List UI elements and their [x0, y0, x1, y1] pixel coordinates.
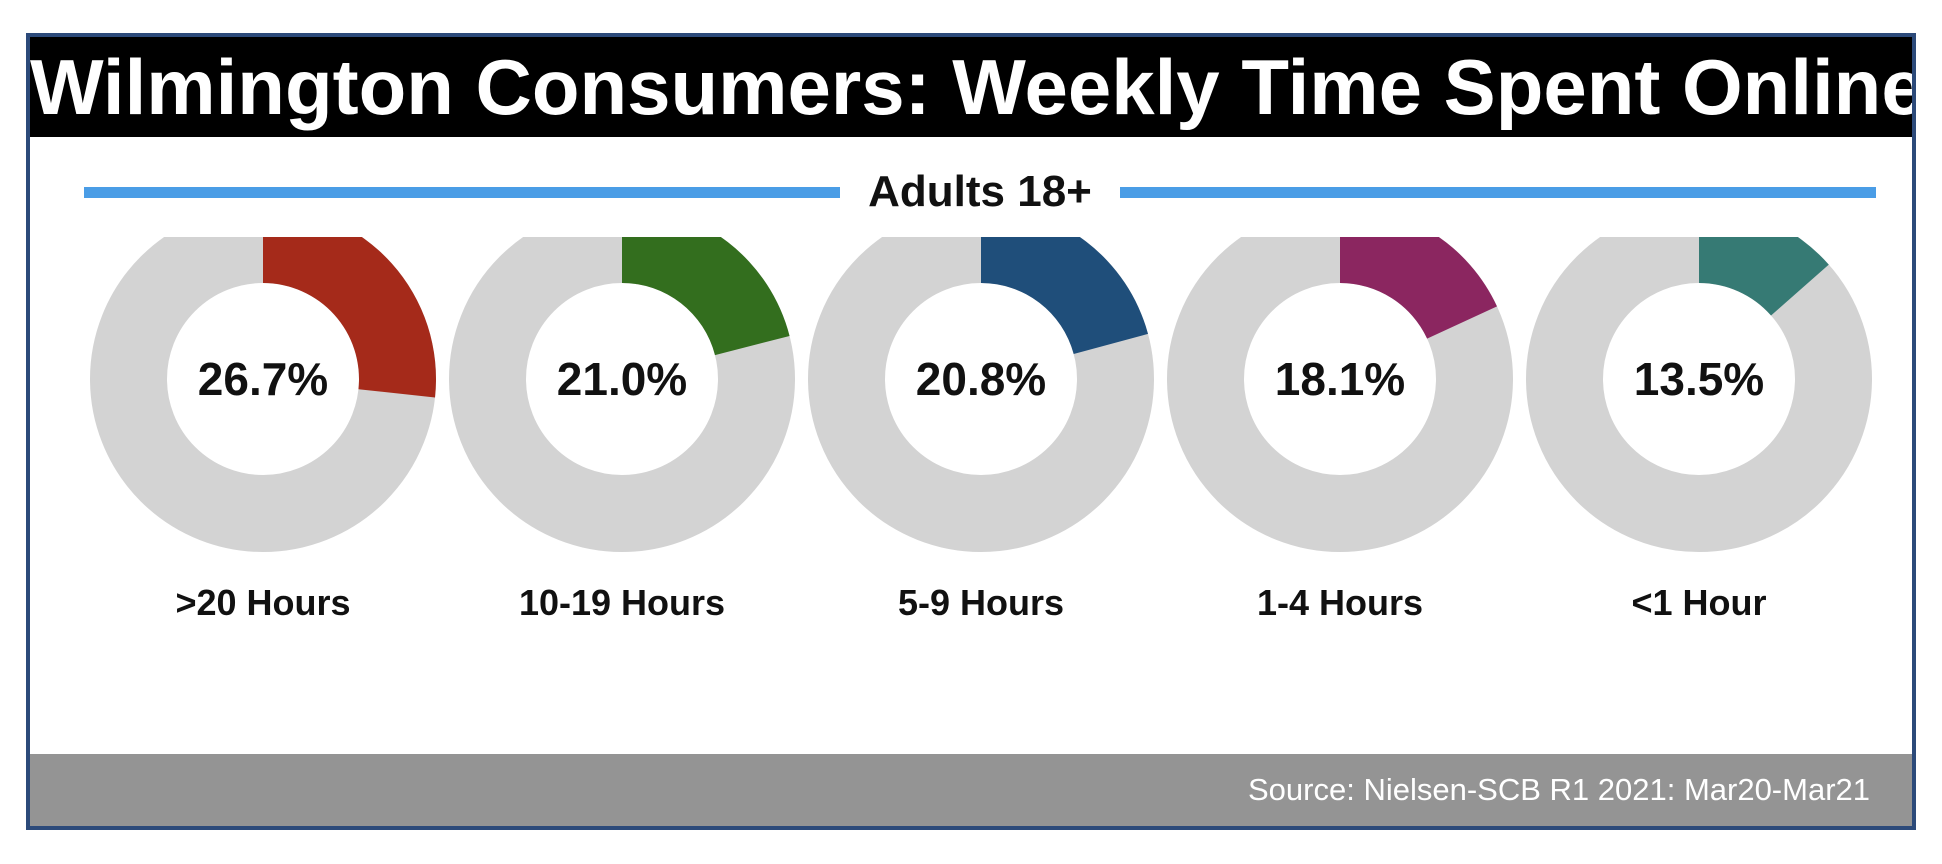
donut-slice [263, 237, 436, 398]
donut-value-label: 21.0% [557, 353, 687, 405]
donut-1: 21.0% 10-19 Hours [449, 237, 795, 623]
donut-category-label: 5-9 Hours [898, 582, 1064, 623]
donut-value-label: 13.5% [1634, 353, 1764, 405]
donut-value-label: 18.1% [1275, 353, 1405, 405]
donut-value-label: 26.7% [198, 353, 328, 405]
donut-slice [622, 237, 790, 356]
chart-frame: Wilmington Consumers: Weekly Time Spent … [26, 33, 1916, 830]
donut-slice [981, 237, 1149, 354]
donut-slice [1699, 237, 1829, 316]
donut-category-label: <1 Hour [1631, 582, 1766, 623]
donut-3: 18.1% 1-4 Hours [1167, 237, 1513, 623]
donut-category-label: 10-19 Hours [519, 582, 725, 623]
donut-4: 13.5% <1 Hour [1526, 237, 1872, 623]
subtitle-rule-left [84, 187, 840, 198]
subtitle-row: Adults 18+ [84, 167, 1876, 217]
donut-category-label: 1-4 Hours [1257, 582, 1423, 623]
chart-title: Wilmington Consumers: Weekly Time Spent … [30, 37, 1912, 137]
donut-charts: 26.7% >20 Hours 21.0% 10-19 Hours 20.8% 5-9 H… [90, 237, 1872, 623]
subtitle-rule-right [1120, 187, 1876, 198]
donut-2: 20.8% 5-9 Hours [808, 237, 1154, 623]
donut-category-label: >20 Hours [175, 582, 350, 623]
donut-slice [1340, 237, 1497, 339]
donut-0: 26.7% >20 Hours [90, 237, 436, 623]
source-note: Source: Nielsen-SCB R1 2021: Mar20-Mar21 [30, 754, 1912, 826]
donut-value-label: 20.8% [916, 353, 1046, 405]
chart-subtitle: Adults 18+ [868, 167, 1092, 216]
